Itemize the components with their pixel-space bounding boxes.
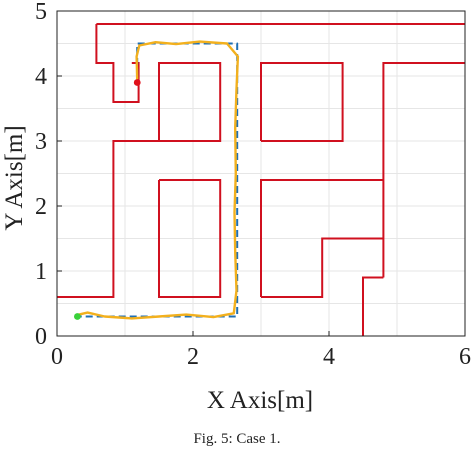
x-tick-label: 2: [187, 344, 199, 370]
y-tick-label: 1: [35, 259, 47, 285]
actual-trajectory-line: [76, 40, 240, 320]
wall-segment: [260, 179, 384, 297]
start-marker: [74, 313, 81, 320]
wall-segment: [382, 62, 465, 278]
y-tick-label: 5: [35, 0, 47, 25]
trajectories: [76, 40, 240, 320]
wall-segment: [261, 237, 384, 298]
x-tick-label: 0: [51, 344, 63, 370]
wall-segment: [362, 276, 384, 336]
y-axis-label: Y Axis[m]: [1, 125, 28, 230]
figure-caption: Fig. 5: Case 1.: [193, 431, 280, 447]
y-tick-label: 3: [35, 129, 47, 155]
wall-segment: [260, 62, 344, 142]
plot-frame: [56, 10, 466, 337]
y-tick-label: 4: [35, 64, 47, 90]
x-axis-label: X Axis[m]: [207, 387, 313, 414]
wall-segment: [57, 140, 159, 298]
end-marker: [133, 79, 141, 86]
x-tick-label: 4: [323, 344, 335, 370]
markers: [74, 79, 141, 320]
wall-segment: [158, 62, 222, 142]
maze-walls: [57, 23, 465, 336]
tick-labels: 0 2 4 6 0 1 2 3 4 5: [35, 0, 471, 370]
planned-path-line: [77, 42, 239, 318]
y-tick-label: 0: [35, 324, 47, 350]
axes: [56, 10, 466, 337]
x-tick-label: 6: [459, 344, 471, 370]
wall-segment: [158, 179, 222, 298]
wall-segment: [95, 24, 140, 103]
y-tick-label: 2: [35, 194, 47, 220]
